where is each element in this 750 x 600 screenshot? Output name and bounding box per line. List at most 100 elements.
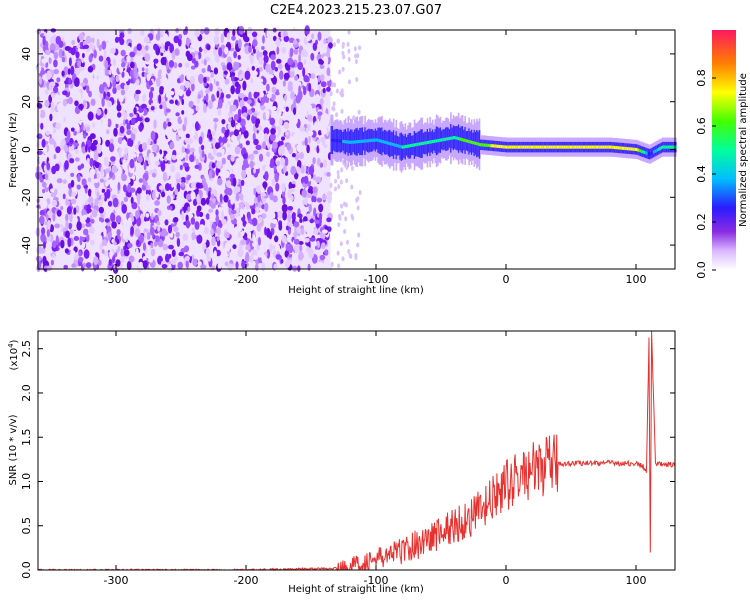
noise-cell [85,144,88,153]
noise-cell [329,91,333,97]
noise-cell [320,81,327,88]
signal-core [489,144,491,148]
noise-cell [324,139,331,145]
noise-cell [54,93,60,103]
noise-cell [230,213,235,221]
noise-cell [170,164,176,173]
noise-cell [316,169,323,179]
noise-cell [164,43,169,51]
signal-core [398,144,400,148]
noise-cell [332,101,336,107]
noise-cell [122,159,126,166]
noise-cell [354,253,358,258]
signal-core [600,145,603,149]
signal-core [595,145,598,149]
noise-cell [194,164,200,169]
noise-cell [127,242,133,249]
signal-core [455,136,457,140]
noise-cell [211,93,215,102]
noise-cell [212,179,218,187]
noise-cell [183,245,190,253]
noise-cell [318,203,324,213]
noise-cell [63,264,68,270]
x-tick-label: -200 [234,273,259,286]
signal-core [613,145,616,150]
noise-cell [61,70,65,77]
noise-cell [96,38,100,48]
noise-cell [199,224,205,232]
noise-cell [96,172,101,180]
noise-cell [46,162,51,171]
noise-cell [73,236,80,241]
noise-cell [171,154,177,161]
signal-core [528,145,530,149]
noise-cell [291,183,296,189]
noise-cell [190,126,196,137]
signal-core [651,151,654,155]
noise-cell [79,66,85,71]
signal-core [591,145,594,149]
noise-cell [356,242,360,248]
signal-core [473,141,476,145]
signal-core [654,149,656,153]
noise-cell [176,237,181,247]
noise-cell [245,223,252,230]
signal-core [554,145,556,149]
noise-cell [336,38,340,44]
noise-cell [216,168,221,173]
noise-cell [82,262,86,268]
noise-cell [231,35,236,41]
noise-cell [146,232,151,240]
noise-cell [269,162,275,168]
signal-core [509,145,512,149]
signal-core [649,152,651,156]
noise-cell [265,97,269,104]
y-tick-label: 0.0 [20,561,33,579]
noise-cell [122,218,126,224]
signal-core [541,145,543,149]
noise-cell [208,190,211,200]
signal-core [443,137,446,142]
noise-cell [243,52,247,62]
noise-cell [314,121,318,130]
noise-cell [190,168,195,178]
noise-cell [101,40,107,50]
noise-cell [324,249,329,256]
noise-cell [187,138,194,144]
noise-cell [326,172,331,177]
noise-cell [148,80,153,86]
y-tick-label: -20 [20,188,33,206]
noise-cell [335,112,338,118]
noise-cell [167,134,173,140]
signal-core [675,145,677,149]
noise-cell [105,139,111,147]
noise-cell [287,206,294,211]
noise-cell [287,212,292,223]
noise-cell [207,141,212,152]
signal-core [668,145,671,149]
noise-cell [341,256,345,262]
noise-cell [147,245,150,251]
noise-cell [229,173,235,179]
noise-cell [242,112,248,118]
noise-cell [208,256,212,262]
noise-cell [249,153,255,161]
noise-cell [135,89,141,95]
signal-core [444,137,447,141]
y-tick-label: 0.5 [20,517,33,535]
signal-core [573,145,576,149]
signal-core [350,140,352,144]
signal-core [530,145,533,149]
noise-cell [105,168,111,174]
signal-core [571,145,573,149]
noise-cell [316,139,321,145]
signal-core [437,139,439,143]
noise-cell [109,65,115,71]
noise-cell [116,229,121,235]
noise-cell [245,251,250,262]
signal-core [463,138,465,142]
noise-cell [158,185,165,191]
signal-core [659,146,661,151]
noise-cell [205,213,210,220]
noise-cell [230,119,236,128]
